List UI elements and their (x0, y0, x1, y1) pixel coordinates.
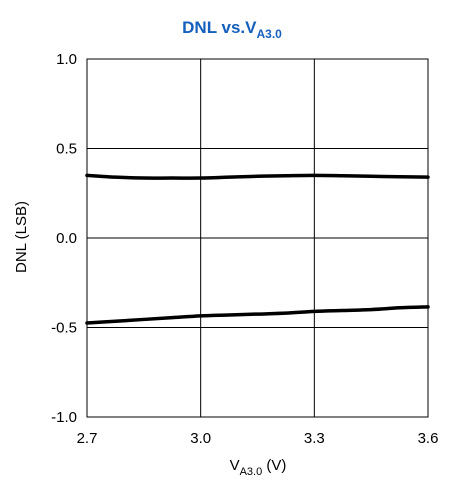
series-group (85, 173, 430, 325)
chart-title: DNL vs.VA3.0 (182, 18, 282, 41)
x-tick-label: 3.6 (418, 430, 439, 447)
chart-title-main: DNL vs.V (182, 18, 257, 37)
x-tick-label: 2.7 (77, 430, 98, 447)
x-axis-label-subscript: A3.0 (240, 466, 263, 478)
chart-title-subscript: A3.0 (256, 27, 282, 41)
x-tick-label: 3.3 (304, 430, 325, 447)
series-line-1 (85, 305, 430, 325)
x-axis-label-main: V (230, 457, 240, 474)
y-tick-label: -0.5 (51, 320, 77, 337)
x-axis-label: VA3.0 (V) (230, 457, 287, 478)
grid-lines (86, 58, 429, 418)
y-tick-labels: 1.0 0.5 0.0 -0.5 -1.0 (51, 51, 77, 426)
x-tick-labels: 2.7 3.0 3.3 3.6 (77, 430, 439, 447)
series-line-0 (85, 173, 430, 180)
x-tick-label: 3.0 (190, 430, 211, 447)
y-tick-label: 0.5 (56, 141, 77, 158)
y-axis-label: DNL (LSB) (13, 201, 30, 273)
y-tick-label: -1.0 (51, 409, 77, 426)
y-tick-label: 1.0 (56, 51, 77, 68)
plot-frame (86, 58, 429, 418)
y-tick-label: 0.0 (56, 230, 77, 247)
x-axis-label-unit: (V) (262, 457, 286, 474)
